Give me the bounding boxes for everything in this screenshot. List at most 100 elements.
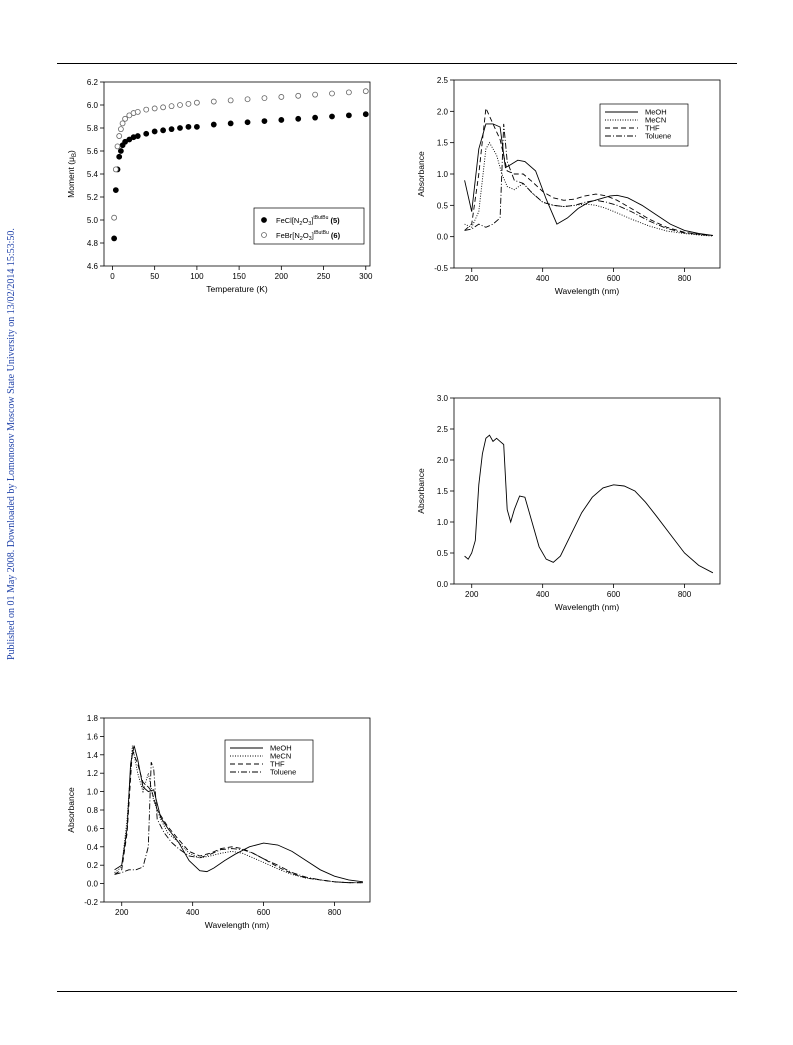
y-tick-label: -0.2 xyxy=(84,898,98,907)
legend-label: Toluene xyxy=(270,768,296,777)
data-point-febr xyxy=(227,97,234,104)
series-line-toluene xyxy=(464,123,713,236)
x-tick-label: 200 xyxy=(465,590,479,599)
legend-sub: 2 xyxy=(300,236,303,242)
uv-chart-3-svg: 200 400 600 800 -0.2 0.0 0.2 0.4 0.6 0.8 1.0 1.2 1.4… xyxy=(66,714,371,930)
y-tick-label: 1.0 xyxy=(87,788,99,797)
x-tick-label: 50 xyxy=(150,272,159,281)
legend-part: FeCl[N xyxy=(276,216,299,225)
series-line-thf xyxy=(464,106,713,236)
data-point-fecl xyxy=(117,148,124,154)
y-axis-label: Absorbance xyxy=(416,151,426,197)
legend-sub: 3 xyxy=(308,221,311,227)
x-tick-label: 200 xyxy=(115,908,129,917)
legend-part: O xyxy=(302,216,308,225)
data-point-febr xyxy=(362,88,369,95)
data-point-fecl xyxy=(227,120,234,127)
data-point-fecl xyxy=(362,111,369,118)
bottom-rule xyxy=(57,991,737,992)
y-tick-label: 6.2 xyxy=(87,78,99,87)
y-tick-label: 1.5 xyxy=(437,139,449,148)
x-tick-label: 100 xyxy=(190,272,204,281)
x-tick-label: 250 xyxy=(317,272,331,281)
legend-label: MeCN xyxy=(645,116,666,125)
data-point-febr xyxy=(345,89,352,96)
y-tick-label: 2.5 xyxy=(437,76,449,85)
y-tick-label: 0.5 xyxy=(437,201,449,210)
data-point-fecl xyxy=(193,123,200,130)
publication-note-text: Published on 01 May 2008. Downloaded by … xyxy=(6,228,17,660)
moment-chart-svg: 0 50 100 150 200 250 300 4.6 4.8 5.0 5.2 5.4 5.6 5.8 6… xyxy=(66,78,373,294)
data-point-fecl xyxy=(160,127,167,134)
legend-part: FeBr[N xyxy=(276,231,300,240)
publication-note: Published on 01 May 2008. Downloaded by … xyxy=(0,0,20,1040)
x-tick-label: 600 xyxy=(257,908,271,917)
legend-marker xyxy=(261,232,267,238)
data-point-febr xyxy=(119,120,126,127)
data-point-febr xyxy=(177,102,183,108)
legend-part: (6) xyxy=(329,231,341,240)
top-rule xyxy=(57,63,737,64)
x-tick-label: 800 xyxy=(328,908,342,917)
y-tick-label: 0.8 xyxy=(87,806,99,815)
chart-uv-vis-solvents-2: 200 400 600 800 -0.2 0.0 0.2 0.4 0.6 0.8 1.0 1.2 1.4… xyxy=(60,710,385,947)
y-tick-label: 5.6 xyxy=(87,147,99,156)
data-point-fecl xyxy=(111,235,118,242)
y-tick-label: 0.0 xyxy=(87,880,99,889)
data-point-fecl xyxy=(151,128,158,135)
data-point-fecl xyxy=(244,119,251,126)
y-label-sub: B xyxy=(72,153,78,157)
x-axis-label: Temperature (K) xyxy=(206,284,268,294)
y-tick-label: 0.5 xyxy=(437,549,449,558)
legend-label: Toluene xyxy=(645,132,671,141)
data-point-febr xyxy=(116,133,123,139)
chart-uv-vis-single: 200 400 600 800 0.0 0.5 1.0 1.5 2.0 2.5 3.0 Wavelen… xyxy=(410,390,735,631)
y-tick-label: 1.5 xyxy=(437,487,449,496)
legend-box xyxy=(599,103,689,147)
data-point-febr xyxy=(168,103,175,110)
x-tick-label: 200 xyxy=(465,274,479,283)
y-tick-label: 4.8 xyxy=(87,239,99,248)
data-point-fecl xyxy=(134,133,141,139)
data-point-fecl xyxy=(185,123,192,130)
legend-part: ] xyxy=(311,216,313,225)
y-tick-label: 0.0 xyxy=(437,580,449,589)
x-tick-label: 300 xyxy=(359,272,373,281)
y-tick-label: 0.6 xyxy=(87,824,99,833)
y-label-part-end: ) xyxy=(66,150,76,153)
data-point-fecl xyxy=(143,130,150,137)
uv-chart-1-svg: 200 400 600 800 -0.5 0.0 0.5 1.0 1.5 2.0 2.5 Wavele… xyxy=(416,76,721,296)
legend-sub: 3 xyxy=(309,236,312,242)
chart-moment-vs-temperature: 0 50 100 150 200 250 300 4.6 4.8 5.0 5.2 5.4 5.6 5.8 6… xyxy=(60,74,380,319)
y-tick-label: 1.0 xyxy=(437,170,449,179)
data-point-fecl xyxy=(312,114,319,121)
x-tick-label: 200 xyxy=(275,272,289,281)
y-axis-label: Absorbance xyxy=(66,787,76,833)
data-point-febr xyxy=(312,91,319,98)
data-point-febr xyxy=(134,109,141,115)
y-tick-label: 5.2 xyxy=(87,193,99,202)
data-point-fecl xyxy=(112,187,119,193)
y-tick-label: 5.4 xyxy=(87,170,99,179)
x-tick-label: 800 xyxy=(678,590,692,599)
chart-uv-vis-solvents-1: 200 400 600 800 -0.5 0.0 0.5 1.0 1.5 2.0 2.5 Wavele… xyxy=(410,74,735,319)
series-line-spectrum xyxy=(464,434,714,574)
data-point-fecl xyxy=(210,121,217,128)
uv-chart-2-svg: 200 400 600 800 0.0 0.5 1.0 1.5 2.0 2.5 3.0 Wavelen… xyxy=(416,394,721,612)
y-axis-label: Absorbance xyxy=(416,468,426,514)
data-point-fecl xyxy=(261,118,268,124)
legend-label: MeOH xyxy=(270,744,292,753)
legend-label: FeBr[N2O3]tButBu (6) xyxy=(276,230,341,242)
legend-label: MeCN xyxy=(270,752,291,761)
y-tick-label: 2.5 xyxy=(437,425,449,434)
x-tick-label: 150 xyxy=(232,272,246,281)
legend-box xyxy=(224,739,314,783)
data-point-febr xyxy=(244,96,251,103)
data-point-febr xyxy=(185,100,192,107)
y-tick-label: 1.6 xyxy=(87,732,99,741)
data-point-febr xyxy=(151,105,158,112)
x-tick-label: 600 xyxy=(607,274,621,283)
data-point-febr xyxy=(210,98,217,105)
data-point-fecl xyxy=(329,113,335,120)
legend-label: FeCl[N2O3]tButBu (5) xyxy=(276,215,340,227)
